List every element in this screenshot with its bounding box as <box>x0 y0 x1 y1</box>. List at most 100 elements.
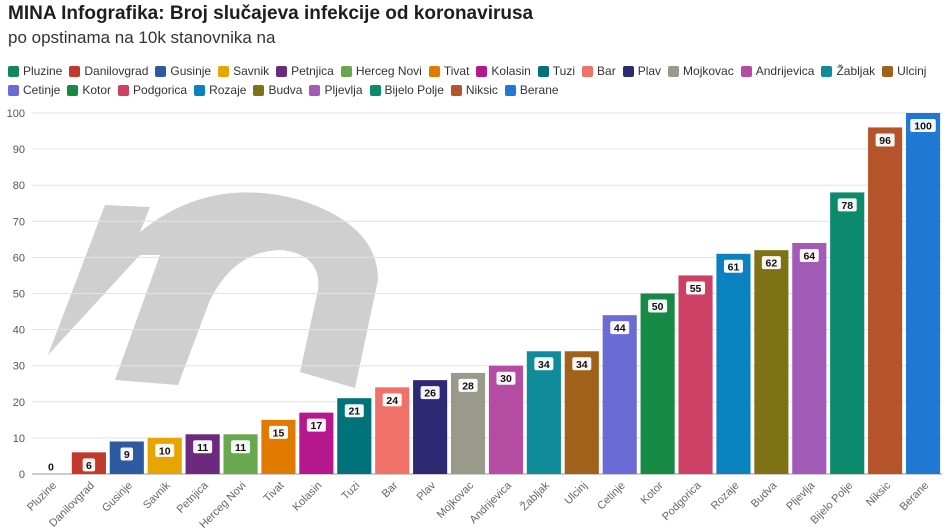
legend-swatch <box>69 66 81 77</box>
x-tick-label: Pljevlja <box>784 479 818 513</box>
data-label-bg <box>82 458 96 472</box>
chart-title: MINA Infografika: Broj slučajeva infekci… <box>8 3 534 24</box>
legend-swatch <box>504 85 516 96</box>
data-label-bg <box>306 418 326 432</box>
x-tick-label: Berane <box>898 480 932 514</box>
y-tick-label: 20 <box>13 397 25 409</box>
legend-swatch <box>668 66 680 77</box>
legend-label: Danilovgrad <box>84 64 149 78</box>
legend-item[interactable]: Bijelo Polje <box>369 82 444 99</box>
x-tick-label: Petnjica <box>175 479 212 516</box>
data-label-bg <box>875 133 895 147</box>
legend-label: Cetinje <box>23 83 61 97</box>
x-tick-label: Plav <box>415 479 439 503</box>
data-label-bg <box>120 447 134 461</box>
x-tick-label: Bar <box>380 479 401 500</box>
legend-label: Ulcinj <box>897 64 927 78</box>
legend-item[interactable]: Ulcinj <box>882 63 926 80</box>
x-tick-label: Ulcinj <box>562 480 590 508</box>
y-tick-label: 50 <box>13 289 25 301</box>
data-label-bg <box>420 386 440 400</box>
legend-swatch <box>309 85 321 96</box>
data-label: 100 <box>914 121 932 133</box>
y-tick-label: 10 <box>13 433 25 445</box>
data-label: 9 <box>124 449 130 461</box>
y-tick-label: 90 <box>13 144 25 156</box>
legend-item[interactable]: Andrijevica <box>740 63 815 80</box>
legend-item[interactable]: Kolasin <box>476 63 531 80</box>
bar <box>868 127 903 474</box>
legend-item[interactable]: Tivat <box>428 63 469 80</box>
x-tick-label: Niksic <box>864 479 894 509</box>
y-tick-label: 80 <box>13 180 25 192</box>
chart-legend: Pluzine Danilovgrad Gusinje Savnik Petnjica H… <box>8 63 943 101</box>
x-tick-label: Kotor <box>639 479 666 506</box>
bar <box>526 351 561 474</box>
legend-item[interactable]: Pluzine <box>8 63 62 80</box>
data-label: 10 <box>159 445 171 457</box>
data-label-bg <box>344 404 364 418</box>
legend-item[interactable]: Herceg Novi <box>340 63 422 80</box>
data-label: 64 <box>803 250 815 262</box>
legend-label: Savnik <box>233 64 270 78</box>
legend-swatch <box>882 66 894 77</box>
x-tick-label: Rozaje <box>709 480 742 513</box>
legend-item[interactable]: Mojkovac <box>668 63 734 80</box>
legend-swatch <box>821 66 833 77</box>
legend-item[interactable]: Petnjica <box>276 63 334 80</box>
data-label: 96 <box>879 135 891 147</box>
legend-label: Podgorica <box>133 83 188 97</box>
legend-item[interactable]: Cetinje <box>8 82 60 99</box>
legend-item[interactable]: Bar <box>582 63 616 80</box>
legend-label: Mojkovac <box>683 64 734 78</box>
legend-item[interactable]: Budva <box>253 82 302 99</box>
legend-label: Kotor <box>82 83 112 97</box>
legend-item[interactable]: Savnik <box>218 63 269 80</box>
legend-item[interactable]: Niksic <box>450 82 498 99</box>
data-label-bg <box>837 198 857 212</box>
legend-swatch <box>537 66 549 77</box>
bar <box>754 250 789 474</box>
x-tick-label: Tuzi <box>340 480 363 503</box>
legend-swatch <box>369 85 381 96</box>
legend-item[interactable]: Berane <box>504 82 559 99</box>
legend-swatch <box>582 66 594 77</box>
data-label: 11 <box>197 442 208 454</box>
data-label: 0 <box>48 462 54 474</box>
legend-item[interactable]: Danilovgrad <box>69 63 148 80</box>
bar <box>830 192 865 475</box>
data-label: 34 <box>576 359 588 371</box>
legend-label: Pluzine <box>23 64 63 78</box>
data-label-bg <box>686 281 706 295</box>
data-label-bg <box>610 321 630 335</box>
data-label: 50 <box>652 301 664 313</box>
legend-swatch <box>194 85 206 96</box>
legend-item[interactable]: Pljevlja <box>309 82 363 99</box>
x-tick-label: Savnik <box>141 479 173 511</box>
y-tick-label: 70 <box>13 216 25 228</box>
legend-label: Andrijevica <box>755 64 815 78</box>
legend-label: Kolasin <box>491 64 531 78</box>
legend-item[interactable]: Žabljak <box>821 63 875 80</box>
chart-subtitle: po opstinama na 10k stanovnika na <box>8 28 276 47</box>
legend-label: Bijelo Polje <box>384 83 444 97</box>
data-label-bg <box>648 299 668 313</box>
legend-item[interactable]: Podgorica <box>118 82 187 99</box>
legend-item[interactable]: Kotor <box>67 82 111 99</box>
bar <box>792 242 827 474</box>
data-label: 28 <box>462 380 474 392</box>
y-tick-label: 0 <box>19 469 25 481</box>
data-label-bg <box>534 357 554 371</box>
data-label-bg <box>382 393 402 407</box>
legend-item[interactable]: Tuzi <box>537 63 575 80</box>
legend-label: Herceg Novi <box>355 64 422 78</box>
legend-swatch <box>67 85 79 96</box>
x-tick-label: Andrijevica <box>468 479 515 526</box>
legend-swatch <box>253 85 265 96</box>
legend-item[interactable]: Gusinje <box>155 63 211 80</box>
legend-item[interactable]: Plav <box>622 63 661 80</box>
bar <box>678 275 713 474</box>
legend-item[interactable]: Rozaje <box>194 82 246 99</box>
legend-label: Gusinje <box>170 64 212 78</box>
